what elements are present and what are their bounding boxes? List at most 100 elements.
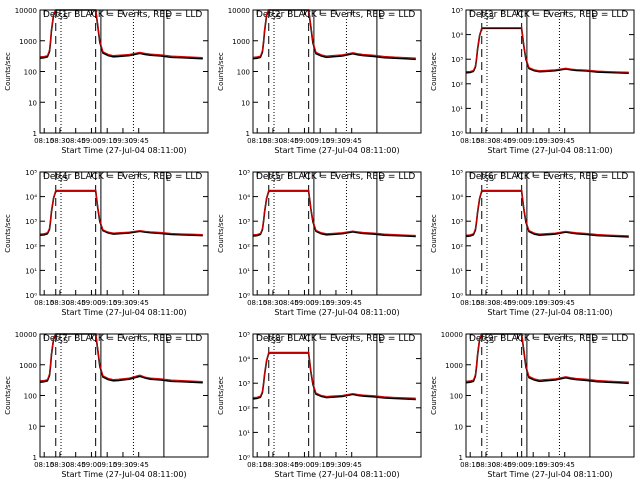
top-mark-s: S <box>276 12 281 21</box>
x-tick-label: 08:15 <box>34 299 54 307</box>
events-series-line <box>39 190 203 237</box>
x-tick-label: 09:00 <box>81 461 101 469</box>
y-tick-label: 1000 <box>232 38 250 46</box>
top-mark-e: E <box>379 174 384 183</box>
y-tick-label: 100 <box>24 393 37 401</box>
x-tick-label: 08:30 <box>476 299 496 307</box>
x-tick-label: 09:15 <box>523 299 543 307</box>
y-tick-label: 10² <box>238 405 250 413</box>
x-tick-label: 08:15 <box>34 461 54 469</box>
x-tick-label: 08:30 <box>476 137 496 145</box>
x-axis-label: Start Time (27-Jul-04 08:11:00) <box>274 308 399 317</box>
y-tick-label: 10³ <box>238 380 250 388</box>
x-tick-label: 09:30 <box>539 299 559 307</box>
y-tick-label: 10⁰ <box>238 292 250 300</box>
x-tick-label: 09:45 <box>129 299 149 307</box>
x-tick-label: 08:30 <box>263 137 283 145</box>
top-mark-s: S <box>58 12 63 21</box>
x-tick-label: 09:15 <box>310 137 330 145</box>
y-tick-label: 10⁵ <box>25 169 37 177</box>
y-tick-label: 100 <box>450 393 463 401</box>
x-axis-label: Start Time (27-Jul-04 08:11:00) <box>487 308 612 317</box>
x-tick-label: 08:45 <box>492 299 512 307</box>
y-tick-label: 10⁴ <box>451 194 463 202</box>
x-tick-label: 09:45 <box>342 299 362 307</box>
top-mark-s: S <box>489 174 494 183</box>
y-tick-label: 10⁴ <box>238 356 250 364</box>
x-tick-label: 08:15 <box>460 461 480 469</box>
y-axis-label: Counts/sec <box>430 52 438 91</box>
y-tick-label: 10 <box>241 99 250 107</box>
x-tick-label: 08:15 <box>247 137 267 145</box>
lld-series-line <box>465 189 629 237</box>
x-tick-label: 08:45 <box>492 461 512 469</box>
events-series-line <box>252 352 416 401</box>
top-mark-s: S <box>276 174 281 183</box>
x-tick-label: 09:15 <box>310 461 330 469</box>
y-axis-label: Counts/sec <box>217 376 225 415</box>
x-tick-label: 09:15 <box>97 461 117 469</box>
y-tick-label: 10⁰ <box>451 130 463 138</box>
x-tick-label: 09:15 <box>523 137 543 145</box>
y-tick-label: 10 <box>28 99 37 107</box>
y-tick-label: 10⁴ <box>451 32 463 40</box>
y-tick-label: 10000 <box>228 7 250 15</box>
top-mark-e: E <box>166 174 171 183</box>
plot-frame <box>39 333 209 458</box>
top-mark-s: S <box>271 174 276 183</box>
top-mark-s: S <box>63 336 68 345</box>
x-tick-label: 08:30 <box>476 461 496 469</box>
y-tick-label: 1 <box>459 454 463 462</box>
y-tick-label: 10⁰ <box>451 292 463 300</box>
x-tick-label: 08:45 <box>66 137 86 145</box>
y-tick-label: 10² <box>451 243 463 251</box>
plot-frame <box>39 9 209 134</box>
top-mark-e: E <box>166 336 171 345</box>
lld-series-line <box>39 333 203 383</box>
x-tick-label: 09:45 <box>555 137 575 145</box>
y-tick-label: 10⁵ <box>238 331 250 339</box>
top-mark-e: E <box>379 12 384 21</box>
top-mark-s: S <box>63 174 68 183</box>
y-tick-label: 10⁴ <box>25 194 37 202</box>
x-tick-label: 09:30 <box>113 299 133 307</box>
x-tick-label: 09:45 <box>129 461 149 469</box>
top-mark-s: S <box>271 12 276 21</box>
x-tick-label: 09:45 <box>342 461 362 469</box>
events-series-line <box>465 27 629 74</box>
x-axis-label: Start Time (27-Jul-04 08:11:00) <box>61 308 186 317</box>
x-tick-label: 09:30 <box>326 461 346 469</box>
y-tick-label: 10⁴ <box>238 194 250 202</box>
top-mark-e: E <box>592 12 597 21</box>
y-tick-label: 1000 <box>19 38 37 46</box>
x-tick-label: 09:15 <box>523 461 543 469</box>
lld-series-line <box>252 189 416 236</box>
x-tick-label: 09:30 <box>539 137 559 145</box>
x-tick-label: 09:00 <box>294 137 314 145</box>
lld-series-line <box>39 189 203 236</box>
top-mark-s: S <box>484 336 489 345</box>
x-tick-label: 09:45 <box>342 137 362 145</box>
y-tick-label: 1 <box>246 130 250 138</box>
x-tick-label: 09:00 <box>507 461 527 469</box>
y-tick-label: 10² <box>451 81 463 89</box>
y-tick-label: 10000 <box>15 7 37 15</box>
y-tick-label: 10¹ <box>451 105 463 113</box>
top-mark-s: S <box>271 336 276 345</box>
y-tick-label: 10⁵ <box>238 169 250 177</box>
y-tick-label: 10⁵ <box>451 7 463 15</box>
top-mark-e: E <box>592 336 597 345</box>
y-axis-label: Counts/sec <box>4 214 12 253</box>
x-axis-label: Start Time (27-Jul-04 08:11:00) <box>487 146 612 155</box>
lld-series-line <box>465 333 629 383</box>
events-series-line <box>465 190 629 238</box>
x-tick-label: 08:45 <box>279 461 299 469</box>
x-tick-label: 08:30 <box>50 137 70 145</box>
y-tick-label: 1000 <box>445 362 463 370</box>
events-series-line <box>252 190 416 238</box>
x-tick-label: 09:30 <box>113 461 133 469</box>
y-axis-label: Counts/sec <box>430 214 438 253</box>
x-axis-label: Start Time (27-Jul-04 08:11:00) <box>274 470 399 479</box>
y-tick-label: 10³ <box>25 218 37 226</box>
